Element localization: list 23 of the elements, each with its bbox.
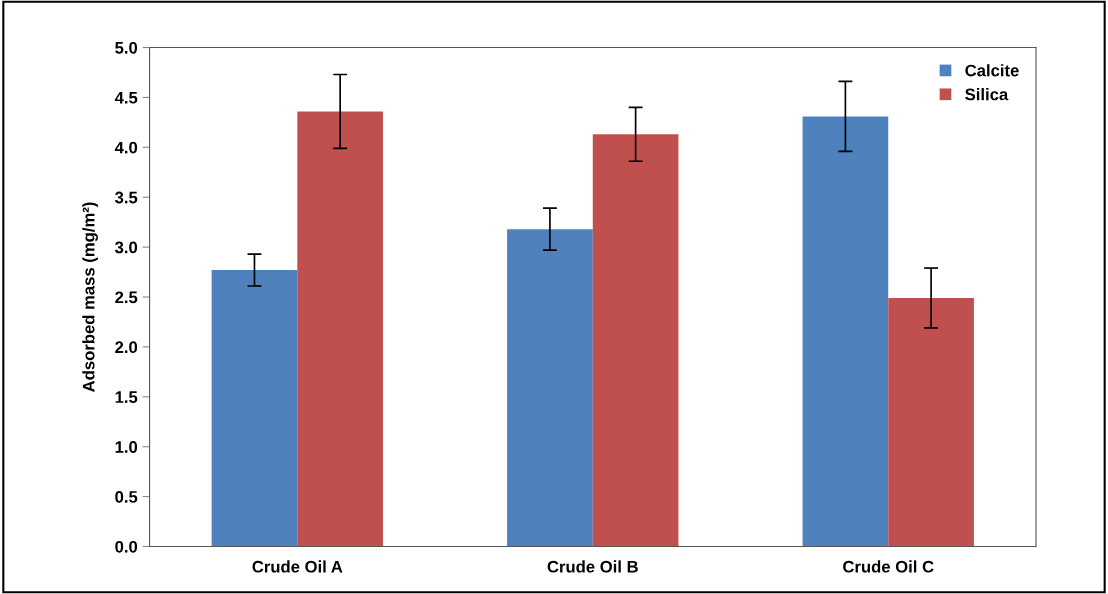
x-tick-label: Crude Oil A bbox=[252, 560, 343, 573]
legend-label: Silica bbox=[965, 88, 1009, 101]
y-tick-label: 0.5 bbox=[115, 490, 138, 503]
bar bbox=[592, 134, 679, 547]
y-tick-label: 2.0 bbox=[115, 341, 138, 354]
y-tick-label: 1.5 bbox=[115, 391, 138, 403]
y-tick-label: 3.5 bbox=[114, 191, 138, 204]
bar bbox=[507, 229, 593, 547]
y-axis-title: Adsorbed mass (mg/m²) bbox=[82, 202, 98, 392]
y-tick-label: 4.5 bbox=[114, 91, 138, 104]
bar bbox=[211, 270, 298, 547]
y-tick-label: 4.0 bbox=[114, 141, 138, 154]
bar bbox=[888, 298, 974, 547]
x-tick-label: Crude Oil B bbox=[547, 560, 638, 573]
x-tick-label: Crude Oil C bbox=[843, 560, 934, 573]
y-tick-label: 0.0 bbox=[115, 540, 138, 553]
y-tick-label: 3.0 bbox=[114, 241, 138, 254]
bar bbox=[297, 111, 383, 547]
legend-label: Calcite bbox=[965, 64, 1019, 77]
bar bbox=[802, 116, 889, 547]
y-tick-label: 1.0 bbox=[115, 441, 138, 453]
y-tick-label: 5.0 bbox=[115, 41, 138, 54]
y-tick-label: 2.5 bbox=[115, 291, 138, 304]
